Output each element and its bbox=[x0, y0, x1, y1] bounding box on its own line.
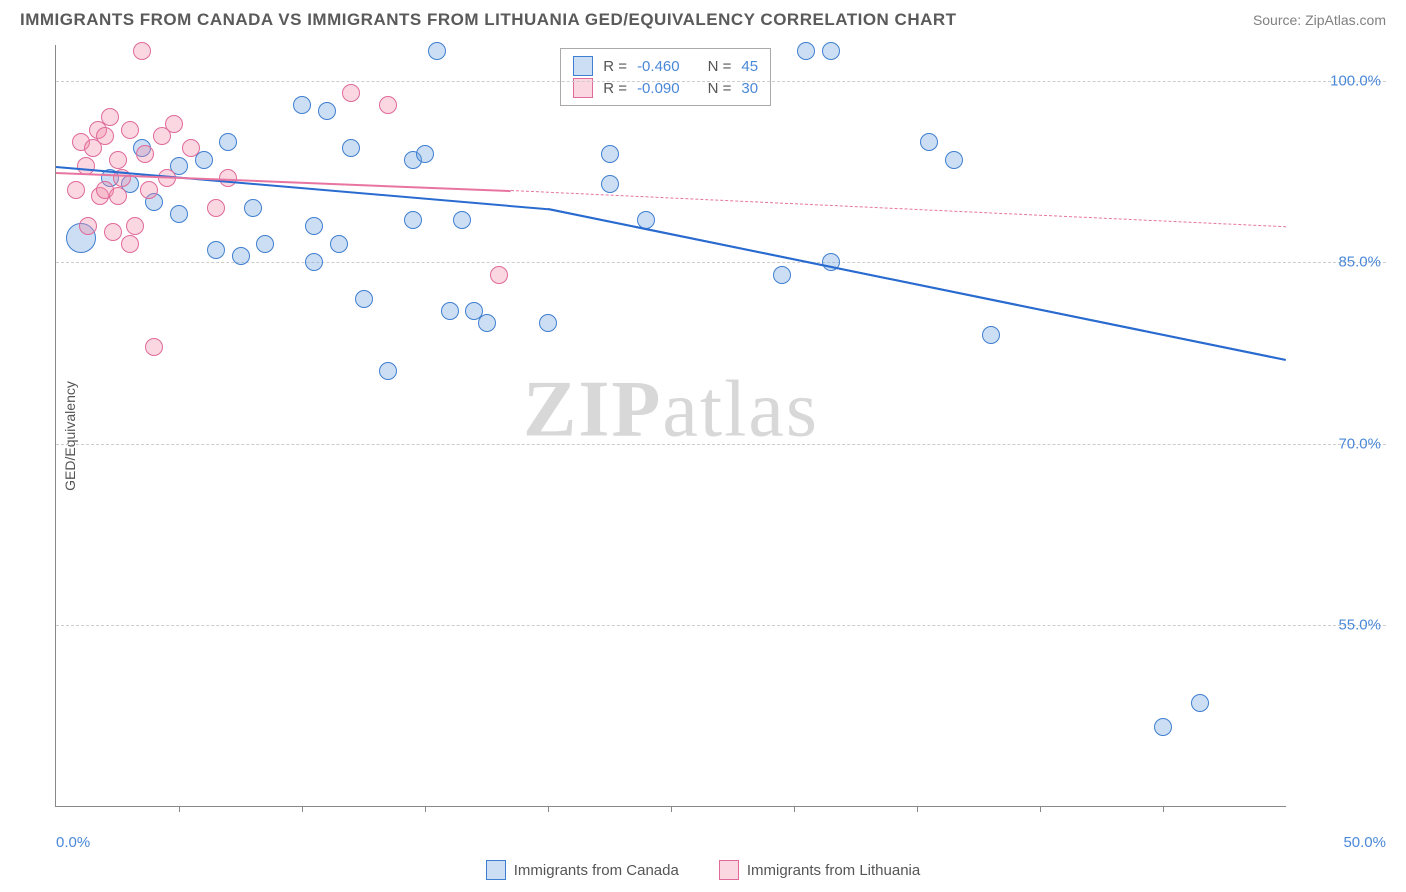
scatter-point bbox=[182, 139, 200, 157]
r-label: R = bbox=[603, 58, 627, 75]
scatter-point bbox=[441, 302, 459, 320]
gridline-h bbox=[56, 81, 1386, 82]
trend-line-dashed bbox=[511, 190, 1286, 227]
scatter-point bbox=[109, 151, 127, 169]
x-tick-label: 50.0% bbox=[1343, 834, 1386, 851]
y-tick-label: 100.0% bbox=[1291, 73, 1381, 90]
watermark: ZIPatlas bbox=[523, 365, 819, 456]
chart-title: IMMIGRANTS FROM CANADA VS IMMIGRANTS FRO… bbox=[20, 10, 957, 30]
watermark-bold: ZIP bbox=[523, 366, 662, 454]
x-tick-mark bbox=[425, 806, 426, 812]
scatter-point bbox=[601, 175, 619, 193]
scatter-point bbox=[379, 362, 397, 380]
r-value-canada: -0.460 bbox=[637, 58, 680, 75]
y-tick-label: 70.0% bbox=[1291, 435, 1381, 452]
scatter-point bbox=[318, 102, 336, 120]
scatter-point bbox=[601, 145, 619, 163]
scatter-point bbox=[773, 266, 791, 284]
scatter-point bbox=[244, 199, 262, 217]
gridline-h bbox=[56, 262, 1386, 263]
scatter-point bbox=[165, 115, 183, 133]
scatter-point bbox=[121, 121, 139, 139]
scatter-point bbox=[330, 235, 348, 253]
scatter-point bbox=[342, 84, 360, 102]
correlation-legend: R = -0.460 N = 45 R = -0.090 N = 30 bbox=[560, 48, 771, 106]
x-tick-mark bbox=[1040, 806, 1041, 812]
scatter-point bbox=[136, 145, 154, 163]
scatter-point bbox=[293, 96, 311, 114]
scatter-point bbox=[305, 253, 323, 271]
legend-swatch-canada bbox=[573, 56, 593, 76]
scatter-point bbox=[428, 42, 446, 60]
scatter-point bbox=[170, 205, 188, 223]
scatter-point bbox=[145, 338, 163, 356]
scatter-point bbox=[133, 42, 151, 60]
n-label: N = bbox=[708, 58, 732, 75]
scatter-point bbox=[79, 217, 97, 235]
scatter-point bbox=[539, 314, 557, 332]
scatter-point bbox=[109, 187, 127, 205]
scatter-point bbox=[1191, 694, 1209, 712]
scatter-point bbox=[121, 235, 139, 253]
y-tick-label: 85.0% bbox=[1291, 254, 1381, 271]
trend-line bbox=[548, 208, 1286, 361]
scatter-point bbox=[342, 139, 360, 157]
gridline-h bbox=[56, 625, 1386, 626]
scatter-point bbox=[379, 96, 397, 114]
scatter-point bbox=[797, 42, 815, 60]
legend-swatch-canada bbox=[486, 860, 506, 880]
scatter-point bbox=[101, 108, 119, 126]
x-tick-mark bbox=[671, 806, 672, 812]
x-tick-label: 0.0% bbox=[56, 834, 90, 851]
scatter-point bbox=[232, 247, 250, 265]
scatter-point bbox=[219, 133, 237, 151]
legend-swatch-lithuania bbox=[719, 860, 739, 880]
scatter-point bbox=[104, 223, 122, 241]
bottom-legend-label: Immigrants from Canada bbox=[514, 862, 679, 879]
source-label: Source: ZipAtlas.com bbox=[1253, 12, 1386, 28]
x-tick-mark bbox=[794, 806, 795, 812]
scatter-point bbox=[1154, 718, 1172, 736]
scatter-point bbox=[822, 42, 840, 60]
gridline-h bbox=[56, 444, 1386, 445]
bottom-legend-lithuania: Immigrants from Lithuania bbox=[719, 860, 920, 880]
x-tick-mark bbox=[917, 806, 918, 812]
bottom-legend: Immigrants from Canada Immigrants from L… bbox=[0, 860, 1406, 880]
x-tick-mark bbox=[1163, 806, 1164, 812]
scatter-point bbox=[207, 199, 225, 217]
y-tick-label: 55.0% bbox=[1291, 616, 1381, 633]
watermark-light: atlas bbox=[662, 366, 819, 454]
bottom-legend-canada: Immigrants from Canada bbox=[486, 860, 679, 880]
scatter-point bbox=[140, 181, 158, 199]
scatter-point bbox=[126, 217, 144, 235]
scatter-point bbox=[478, 314, 496, 332]
scatter-point bbox=[96, 127, 114, 145]
scatter-point bbox=[305, 217, 323, 235]
plot-area: ZIPatlas R = -0.460 N = 45 R = -0.090 N … bbox=[55, 45, 1286, 807]
scatter-point bbox=[67, 181, 85, 199]
scatter-point bbox=[920, 133, 938, 151]
header: IMMIGRANTS FROM CANADA VS IMMIGRANTS FRO… bbox=[0, 0, 1406, 35]
x-tick-mark bbox=[302, 806, 303, 812]
scatter-point bbox=[207, 241, 225, 259]
chart-container: GED/Equivalency ZIPatlas R = -0.460 N = … bbox=[45, 45, 1386, 827]
legend-row-canada: R = -0.460 N = 45 bbox=[573, 55, 758, 77]
scatter-point bbox=[355, 290, 373, 308]
scatter-point bbox=[453, 211, 471, 229]
x-tick-mark bbox=[179, 806, 180, 812]
x-tick-mark bbox=[548, 806, 549, 812]
scatter-point bbox=[404, 211, 422, 229]
n-value-canada: 45 bbox=[741, 58, 758, 75]
scatter-point bbox=[982, 326, 1000, 344]
bottom-legend-label: Immigrants from Lithuania bbox=[747, 862, 920, 879]
scatter-point bbox=[416, 145, 434, 163]
scatter-point bbox=[256, 235, 274, 253]
scatter-point bbox=[945, 151, 963, 169]
scatter-point bbox=[490, 266, 508, 284]
